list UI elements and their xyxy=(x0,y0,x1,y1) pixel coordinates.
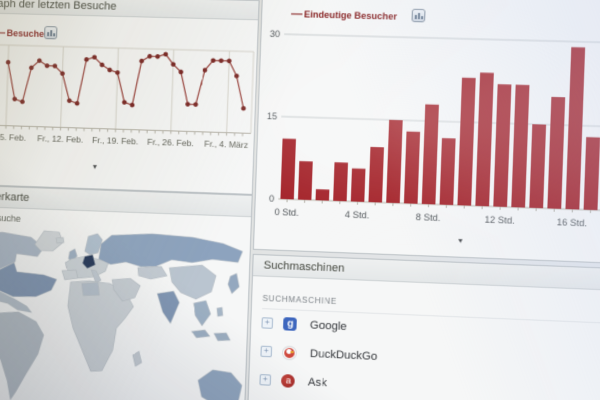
search-engine-row[interactable]: + g Google xyxy=(261,314,347,340)
svg-text:0 Std.: 0 Std. xyxy=(274,207,299,218)
export-image-icon[interactable] xyxy=(43,26,58,40)
widget-expand-arrow-icon[interactable]: ▾ xyxy=(92,162,98,172)
search-widget-title: Suchmaschinen xyxy=(263,259,345,275)
visits-graph-legend: — Besuche xyxy=(0,27,44,40)
svg-text:30: 30 xyxy=(270,29,281,39)
map-metric-selector[interactable]: Besuche xyxy=(0,212,21,224)
map-widget-title: Besucherkarte xyxy=(0,189,30,205)
expand-plus-icon[interactable]: + xyxy=(259,374,272,386)
legend-label: Eindeutige Besucher xyxy=(303,9,398,22)
expand-plus-icon[interactable]: + xyxy=(261,317,274,330)
hourly-legend: — Eindeutige Besucher xyxy=(291,8,397,23)
search-engine-name[interactable]: Ask xyxy=(307,376,328,390)
svg-text:Fr., 5. Feb.: Fr., 5. Feb. xyxy=(0,131,26,142)
svg-text:Fr., 12. Feb.: Fr., 12. Feb. xyxy=(37,133,83,145)
svg-text:16 Std.: 16 Std. xyxy=(557,217,588,228)
search-engine-name[interactable]: DuckDuckGo xyxy=(309,347,378,363)
widget-expand-arrow-icon[interactable]: ▾ xyxy=(458,236,463,246)
expand-plus-icon[interactable]: + xyxy=(260,345,273,358)
duckduckgo-favicon-icon xyxy=(282,345,298,361)
svg-text:Fr., 26. Feb.: Fr., 26. Feb. xyxy=(147,137,194,149)
svg-text:Fr., 19. Feb.: Fr., 19. Feb. xyxy=(92,135,139,147)
hourly-visitors-widget: — Eindeutige Besucher 30 15 0 0 Std. 4 Std. 8… xyxy=(252,0,600,267)
svg-text:12 Std.: 12 Std. xyxy=(484,214,514,225)
legend-label: Besuche xyxy=(6,28,45,40)
visitor-map-widget: Besucherkarte Besuche xyxy=(0,183,253,400)
search-engines-widget: Suchmaschinen SUCHMASCHINE + g Google + … xyxy=(245,253,600,400)
column-header-suchmaschine: SUCHMASCHINE xyxy=(262,293,338,307)
legend-line-swatch: — xyxy=(0,26,5,40)
visits-graph-title: Graph der letzten Besuche xyxy=(0,0,117,13)
search-engine-name[interactable]: Google xyxy=(309,319,347,333)
svg-text:4 Std.: 4 Std. xyxy=(345,209,370,220)
google-favicon-icon: g xyxy=(283,317,298,332)
hourly-widget-header[interactable] xyxy=(263,0,600,2)
svg-text:0: 0 xyxy=(269,193,275,203)
svg-text:Fr., 4. März: Fr., 4. März xyxy=(204,138,248,150)
ask-favicon-icon: a xyxy=(281,374,296,389)
world-map[interactable] xyxy=(0,223,250,400)
visits-line-chart[interactable]: Fr., 5. Feb. Fr., 12. Feb. Fr., 19. Feb. Fr… xyxy=(0,38,257,160)
visits-graph-widget: Graph der letzten Besuche — Besuche Fr.,… xyxy=(0,0,260,195)
search-engine-row[interactable]: + DuckDuckGo xyxy=(260,343,377,371)
svg-text:15: 15 xyxy=(267,111,278,121)
svg-text:8 Std.: 8 Std. xyxy=(416,212,441,223)
legend-line-swatch: — xyxy=(290,7,302,21)
hourly-bar-chart[interactable]: 30 15 0 0 Std. 4 Std. 8 Std. 12 Std. 16 Std. xyxy=(255,25,600,240)
search-engine-row[interactable]: + a Ask xyxy=(259,371,327,396)
visits-graph-header[interactable]: Graph der letzten Besuche xyxy=(0,0,259,21)
export-image-icon[interactable] xyxy=(411,8,426,23)
